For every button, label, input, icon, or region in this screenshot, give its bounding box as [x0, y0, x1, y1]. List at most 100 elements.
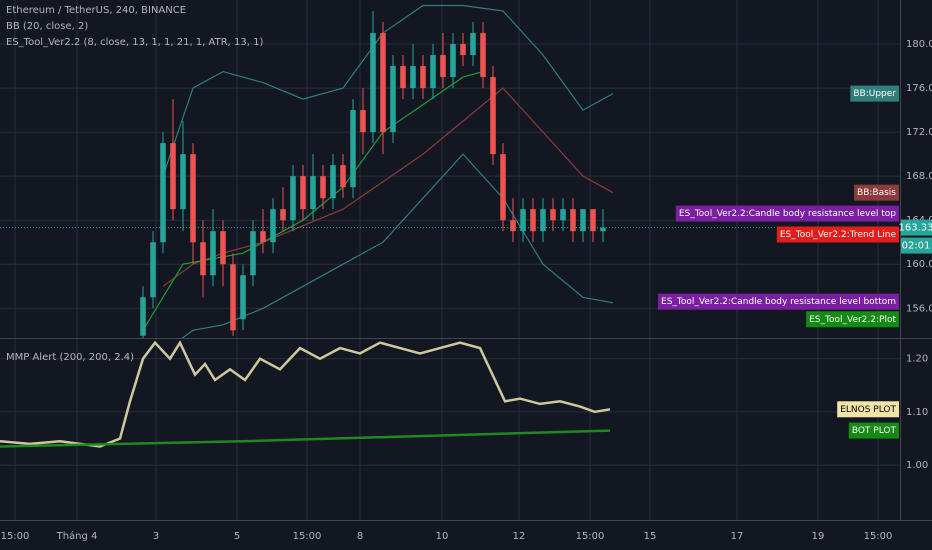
candle-body [590, 209, 596, 232]
candle-body [380, 33, 386, 133]
series-tag [776, 226, 899, 243]
series-tag-label: BB:Basis [857, 188, 896, 198]
indicator-panel [0, 340, 611, 448]
series-tag [850, 85, 899, 102]
candle-body [300, 176, 306, 210]
x-tick-label: 10 [436, 531, 449, 542]
candle-body [370, 33, 376, 133]
candle-body [580, 209, 586, 232]
candle-body [270, 209, 276, 243]
candle-body [310, 176, 316, 210]
last-price-label: 163.33 [899, 223, 932, 234]
candle-body [320, 176, 326, 199]
x-tick-label: 15:00 [1, 531, 30, 542]
y-tick-label: 160.00 [906, 259, 932, 270]
series-tag [854, 184, 899, 201]
candle-body [550, 209, 556, 221]
series-tag [848, 422, 899, 439]
candle-body [180, 154, 186, 210]
candle-body [400, 66, 406, 89]
y-tick-label: 176.00 [906, 83, 932, 94]
candle-body [250, 231, 256, 276]
candle-body [170, 143, 176, 210]
candle-body [390, 66, 396, 133]
y-tick-label: 168.00 [906, 171, 932, 182]
series-tag [837, 401, 899, 418]
candle-body [350, 110, 356, 188]
candle-body [480, 33, 486, 78]
countdown-tag [901, 237, 932, 254]
candle-body [150, 242, 156, 298]
candle-body [330, 165, 336, 199]
indicator-line [162, 87, 614, 287]
candle-body [500, 154, 506, 221]
y-tick-label: 180.00 [906, 39, 932, 50]
candle-body [290, 176, 296, 221]
series-tag-label: ES_Tool_Ver2.2:Candle body resistance le… [661, 297, 896, 307]
series-tag [658, 293, 899, 310]
candle-body [220, 231, 226, 265]
candle-body [520, 209, 526, 232]
x-tick-label: 15:00 [576, 531, 605, 542]
candle-body [200, 242, 206, 276]
candle-body [560, 209, 566, 221]
x-tick-label: 5 [234, 531, 240, 542]
series-tag-label: ES_Tool_Ver2.2:Plot [809, 315, 896, 325]
candle-body [600, 227, 606, 232]
series-tag-label: BB:Upper [853, 89, 896, 99]
indicator-line [0, 340, 611, 448]
y-tick-label: 1.20 [906, 354, 928, 365]
candle-body [280, 209, 286, 221]
candle-body [450, 44, 456, 78]
series-tag-label: ELNOS PLOT [840, 405, 896, 415]
last-price-tag [901, 219, 932, 236]
candle-body [340, 165, 346, 188]
series-tag [806, 311, 899, 328]
candle-body [420, 66, 426, 89]
series-tag-label: ES_Tool_Ver2.2:Trend Line [780, 230, 897, 240]
x-tick-label: 8 [357, 531, 363, 542]
indicator-line [162, 4, 614, 177]
x-tick-label: 19 [812, 531, 825, 542]
indicator-line [0, 429, 611, 448]
candle-body [460, 44, 466, 56]
axes: 156.00160.00164.00168.00172.00176.00180.… [1, 39, 932, 542]
candle-body [240, 275, 246, 320]
x-tick-label: 15:00 [864, 531, 893, 542]
candle-body [260, 231, 266, 243]
y-tick-label: 1.00 [906, 460, 928, 471]
x-tick-label: 15:00 [293, 531, 322, 542]
candle-body [540, 209, 546, 232]
price-panel [0, 4, 900, 338]
candle-body [430, 55, 436, 89]
candle-body [490, 77, 496, 155]
x-tick-label: 3 [153, 531, 159, 542]
x-tick-label: Tháng 4 [56, 530, 98, 542]
series-tag-label: BOT PLOT [852, 426, 897, 436]
candle-body [570, 209, 576, 232]
candle-body [190, 154, 196, 243]
candle-body [210, 231, 216, 276]
y-tick-label: 1.10 [906, 407, 928, 418]
indicator-label: MMP Alert (200, 200, 2.4) [6, 352, 134, 363]
chart-title: Ethereum / TetherUS, 240, BINANCE [6, 5, 186, 16]
series-tag-label: ES_Tool_Ver2.2:Candle body resistance le… [679, 209, 896, 219]
candle-body [160, 143, 166, 243]
grid [0, 0, 900, 520]
indicator-label: ES_Tool_Ver2.2 (8, close, 13, 1, 1, 21, … [6, 37, 263, 48]
y-tick-label: 172.00 [906, 127, 932, 138]
indicator-line [181, 153, 614, 338]
candle-body [410, 66, 416, 89]
candle-body [530, 209, 536, 232]
candle-body [470, 33, 476, 56]
candle-body [510, 220, 516, 232]
candle-body [360, 110, 366, 133]
x-tick-label: 12 [513, 531, 526, 542]
candle-body [230, 264, 236, 331]
countdown-label: 02:01 [902, 241, 931, 252]
x-tick-label: 15 [644, 531, 657, 542]
series-tag [675, 205, 899, 222]
candle-body [140, 297, 146, 336]
candle-body [440, 55, 446, 78]
